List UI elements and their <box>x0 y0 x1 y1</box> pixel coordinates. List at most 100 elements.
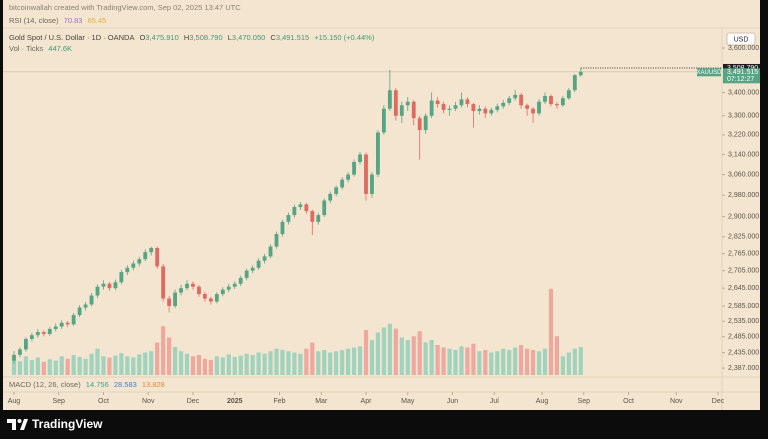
candle-body <box>453 105 458 109</box>
countdown: 07:12:27 <box>727 76 754 83</box>
volume-bar <box>417 331 422 375</box>
candle-body <box>346 174 351 180</box>
x-tick-label: Apr <box>361 398 373 405</box>
volume-bar <box>244 353 249 375</box>
volume-bar <box>220 357 225 375</box>
volume-bar <box>548 288 554 375</box>
candle-body <box>268 246 273 257</box>
volume-bar <box>411 336 416 375</box>
volume-bar <box>161 326 166 375</box>
volume-bar <box>560 356 565 375</box>
volume-bar <box>35 357 40 375</box>
volume-bar <box>71 355 76 375</box>
candle-body <box>59 322 64 327</box>
rsi-legend: RSI (14, close) 70.83 65.45 <box>9 16 109 25</box>
x-tick-label: Sep <box>52 398 65 405</box>
candle-body <box>435 100 440 105</box>
volume-bar <box>447 348 452 375</box>
volume-bar <box>286 351 291 375</box>
y-tick-label: 3,220.000 <box>728 132 759 139</box>
volume-bar <box>137 354 142 375</box>
high-prefix: H <box>183 33 190 42</box>
volume-bar <box>184 353 190 375</box>
candle-body <box>149 247 154 253</box>
currency-box[interactable] <box>726 32 756 46</box>
x-tick-label: Aug <box>8 398 21 405</box>
volume-bar <box>250 355 255 375</box>
volume-bar <box>280 350 285 375</box>
volume-bar <box>334 351 339 375</box>
candle-body <box>304 204 309 212</box>
volume-bar <box>435 345 440 375</box>
volume-bar <box>340 350 345 375</box>
volume-bar <box>525 348 530 375</box>
volume-bar <box>536 351 542 375</box>
x-tick-label: Feb <box>273 398 285 405</box>
volume-bar <box>107 357 112 375</box>
candle-body <box>566 90 571 99</box>
candle-body <box>459 99 464 106</box>
candle-body <box>316 215 321 222</box>
candle-body <box>543 95 547 102</box>
candle-body <box>555 104 559 106</box>
y-tick-label: 2,435.000 <box>728 349 759 356</box>
candle-body <box>477 108 482 112</box>
volume-bar <box>459 346 464 375</box>
volume-bar <box>429 340 434 375</box>
logo-mark <box>20 419 28 430</box>
credit: bitcoinwallah created with TradingView.c… <box>9 3 244 12</box>
candle-body <box>393 90 398 116</box>
candle-body <box>155 247 160 267</box>
y-tick-label: 3,300.000 <box>728 113 759 120</box>
candle-body <box>364 154 368 194</box>
volume-bar <box>572 348 577 375</box>
close-value: 3,491.515 <box>275 33 310 42</box>
candle-body <box>399 105 404 116</box>
y-tick-label: 2,980.000 <box>728 192 759 199</box>
x-tick-label: Oct <box>623 398 634 405</box>
open-value: 3,475.910 <box>145 33 179 42</box>
candle-body <box>95 286 100 296</box>
volume-bar <box>304 348 309 375</box>
candle-body <box>113 282 118 289</box>
volume-bar <box>346 348 351 375</box>
candle-body <box>244 270 249 278</box>
volume-bar <box>519 345 524 375</box>
candle-body <box>143 252 148 260</box>
candle-body <box>274 234 279 247</box>
volume-bar <box>483 350 488 375</box>
volume-bar <box>65 358 70 375</box>
volume-bar <box>375 332 381 375</box>
volume-bar <box>501 348 506 375</box>
volume-bar <box>202 358 207 375</box>
candle-body <box>471 104 476 112</box>
volume-bar <box>232 356 237 375</box>
x-tick-label: Nov <box>142 398 155 405</box>
candle-body <box>53 326 58 329</box>
volume-bar <box>453 350 458 375</box>
volume-bar <box>423 342 428 375</box>
y-tick-label: 2,825.000 <box>728 234 759 241</box>
last-price-box <box>723 68 760 84</box>
candle-body <box>376 132 380 175</box>
volume-bar <box>226 354 231 375</box>
candle-body <box>405 101 410 106</box>
volume-bar <box>381 327 386 375</box>
volume-bar <box>23 356 29 375</box>
candle-body <box>465 99 470 105</box>
y-tick-label: 3,140.000 <box>728 151 759 158</box>
candle-body <box>214 294 219 302</box>
symbol-box <box>697 68 721 77</box>
chart: USD 3,600.000 3,400.000 3,300.000 3,220.000… <box>3 27 760 410</box>
volume-bar <box>322 350 327 375</box>
high-value: 3,508.790 <box>189 33 223 42</box>
x-tick-label: May <box>401 398 415 405</box>
volume-bar <box>399 337 404 375</box>
x-tick-label: Nov <box>670 398 683 405</box>
y-tick-label: 2,900.000 <box>728 213 759 220</box>
y-tick-label: 3,400.000 <box>728 89 759 96</box>
candle-body <box>381 108 386 133</box>
symbol: Gold Spot / U.S. Dollar · 1D · OANDA <box>9 33 135 42</box>
candle-body <box>549 95 553 105</box>
candle-body <box>226 286 231 290</box>
